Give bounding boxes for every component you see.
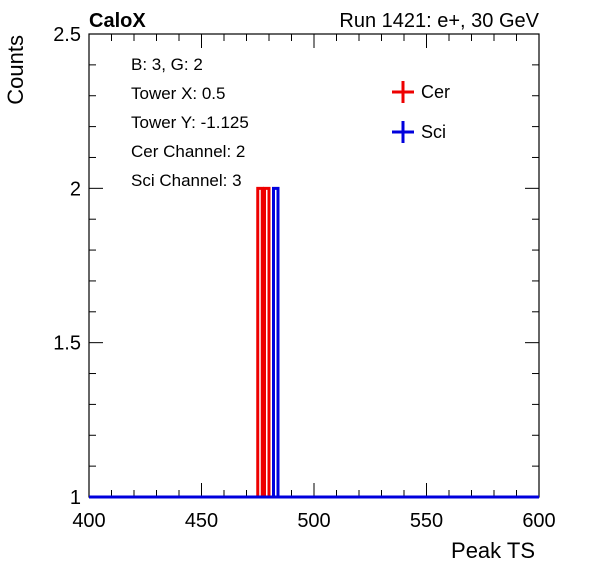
y-tick-label: 2.5 [53,24,81,46]
x-tick-label: 600 [522,510,555,532]
y-axis-label: Counts [3,35,28,105]
x-tick-label: 450 [185,510,218,532]
x-tick-label: 500 [297,510,330,532]
cer-bin-bar [263,186,271,497]
info-line-tower-x: Tower X: 0.5 [131,84,226,103]
y-tick-label: 1.5 [53,333,81,355]
header-right-label: Run 1421: e+, 30 GeV [339,10,539,32]
x-axis-label: Peak TS [451,538,535,563]
info-line-cer-channel: Cer Channel: 2 [131,142,245,161]
y-tick-label: 2 [70,178,81,200]
cer-bin-bar [256,186,264,497]
sci-bin-bar [272,186,280,497]
x-tick-label: 400 [72,510,105,532]
info-line-sci-channel: Sci Channel: 3 [131,171,242,190]
y-tick-label: 1 [70,487,81,509]
x-tick-label: 550 [410,510,443,532]
legend-sci-label: Sci [421,122,446,142]
info-line-block-group: B: 3, G: 2 [131,55,203,74]
axis-ticks: 400 450 500 550 600 1 1.5 2 2.5 [53,24,556,532]
header-left-label: CaloX [89,10,146,32]
legend-cer-label: Cer [421,82,450,102]
histogram-bars [89,186,539,499]
plot-frame [88,33,540,498]
info-line-tower-y: Tower Y: -1.125 [131,113,249,132]
info-box: B: 3, G: 2 Tower X: 0.5 Tower Y: -1.125 … [131,55,249,190]
legend: Cer Sci [392,81,450,143]
